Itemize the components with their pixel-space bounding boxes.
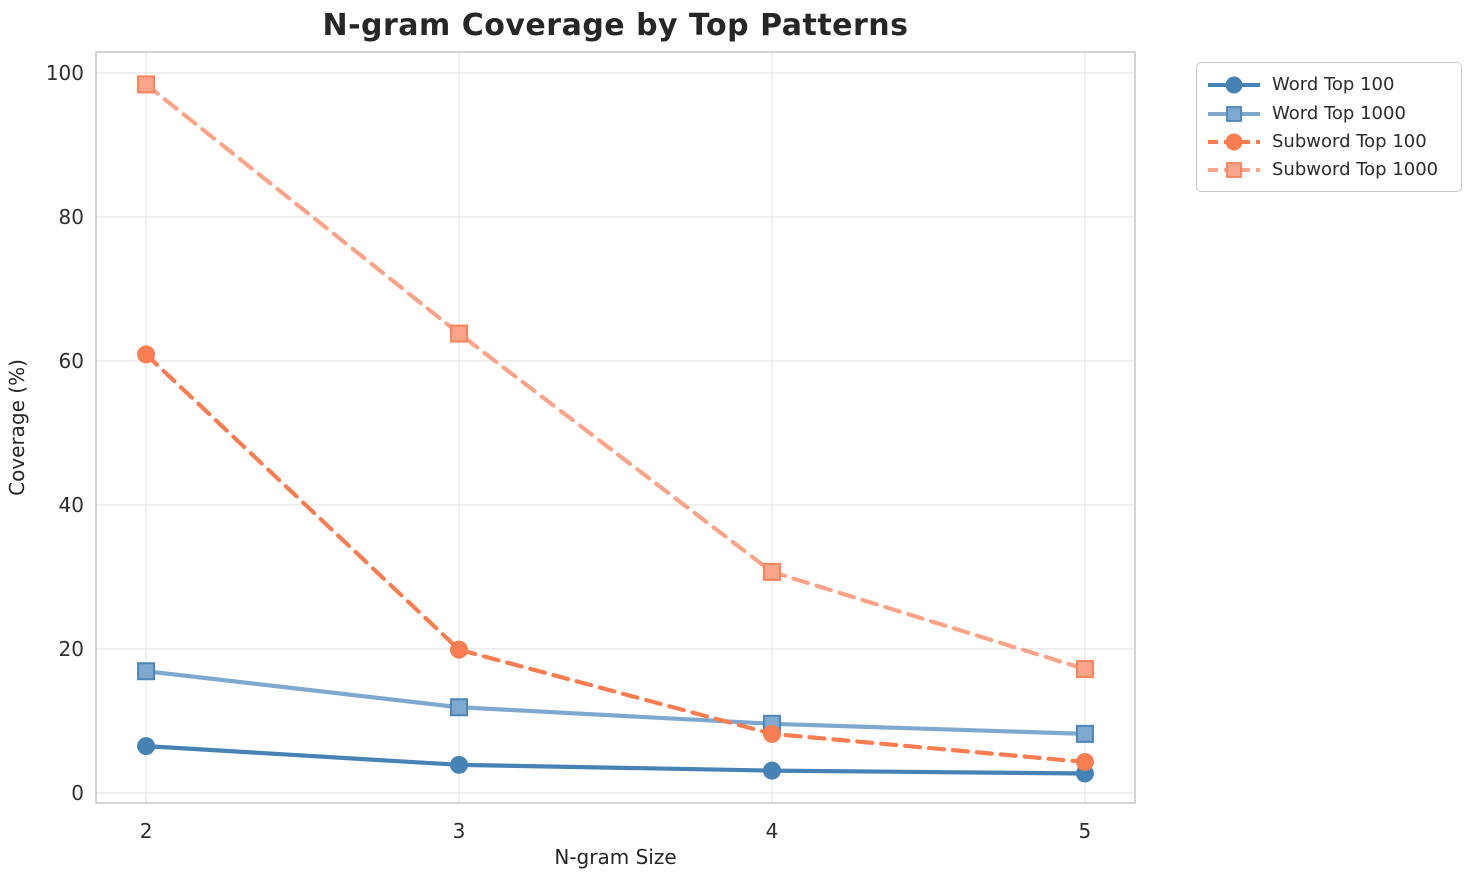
data-point-subword-top-100 bbox=[1075, 752, 1094, 771]
data-point-word-top-1000 bbox=[1075, 724, 1094, 743]
legend-label: Subword Top 100 bbox=[1272, 130, 1427, 152]
data-point-subword-top-100 bbox=[762, 724, 781, 743]
data-point-word-top-100 bbox=[762, 761, 781, 780]
series-line-subword-top-100 bbox=[143, 352, 1088, 765]
data-point-subword-top-1000 bbox=[137, 75, 156, 94]
y-tick-label: 60 bbox=[59, 349, 84, 373]
axes-spines bbox=[95, 51, 1136, 804]
series-line-word-top-100 bbox=[143, 744, 1088, 776]
data-point-subword-top-1000 bbox=[1075, 660, 1094, 679]
square-marker-swatch bbox=[1208, 162, 1260, 179]
y-axis-label: Coverage (%) bbox=[5, 359, 29, 496]
legend-label: Subword Top 1000 bbox=[1272, 159, 1439, 181]
data-point-word-top-100 bbox=[137, 737, 156, 756]
legend-label: Word Top 1000 bbox=[1272, 102, 1406, 124]
data-point-subword-top-100 bbox=[450, 640, 469, 659]
data-point-subword-top-100 bbox=[137, 345, 156, 364]
y-tick-label: 40 bbox=[59, 493, 84, 517]
y-tick-label: 0 bbox=[71, 781, 84, 805]
y-tick-label: 80 bbox=[59, 205, 84, 229]
y-tick-label: 20 bbox=[59, 637, 84, 661]
x-tick-label: 2 bbox=[140, 819, 153, 843]
chart-title: N-gram Coverage by Top Patterns bbox=[322, 8, 909, 43]
data-point-word-top-1000 bbox=[137, 662, 156, 681]
square-marker-swatch bbox=[1208, 105, 1260, 122]
x-axis-label: N-gram Size bbox=[554, 845, 676, 869]
series-line-word-top-1000 bbox=[143, 669, 1088, 736]
x-tick-label: 5 bbox=[1079, 819, 1092, 843]
data-point-word-top-1000 bbox=[450, 698, 469, 717]
legend-item-word-top-100: Word Top 100 bbox=[1205, 71, 1451, 99]
legend: Word Top 100 Word Top 1000 Subword Top 100… bbox=[1196, 62, 1462, 192]
data-point-subword-top-1000 bbox=[762, 562, 781, 581]
data-point-subword-top-1000 bbox=[450, 324, 469, 343]
x-tick-label: 3 bbox=[453, 819, 466, 843]
circle-marker-swatch bbox=[1208, 133, 1260, 151]
legend-label: Word Top 100 bbox=[1272, 74, 1395, 96]
x-tick-label: 4 bbox=[766, 819, 779, 843]
series-line-subword-top-1000 bbox=[143, 82, 1088, 672]
legend-item-word-top-1000: Word Top 1000 bbox=[1205, 99, 1451, 127]
legend-item-subword-top-100: Subword Top 100 bbox=[1205, 128, 1451, 156]
circle-marker-swatch bbox=[1208, 76, 1260, 94]
legend-item-subword-top-1000: Subword Top 1000 bbox=[1205, 156, 1451, 184]
y-tick-label: 100 bbox=[46, 61, 84, 85]
data-point-word-top-100 bbox=[450, 755, 469, 774]
